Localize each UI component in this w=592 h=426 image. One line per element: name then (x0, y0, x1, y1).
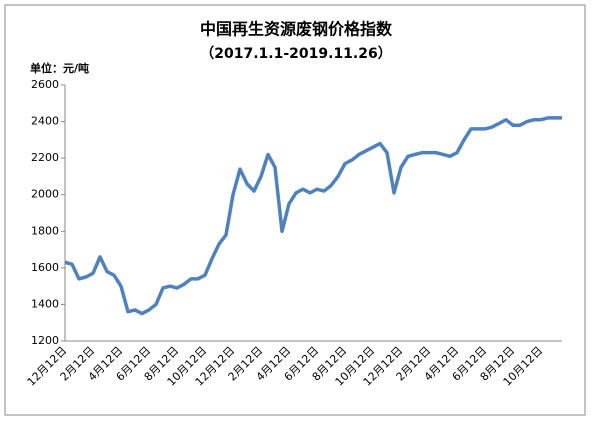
y-tick-label: 2200 (31, 151, 59, 164)
y-tick-label: 1400 (31, 297, 59, 310)
chart-subtitle: （2017.1.1-2019.11.26） (200, 46, 391, 62)
y-tick-label: 2600 (31, 78, 59, 91)
chart-border (4, 4, 586, 416)
chart-title: 中国再生资源废钢价格指数 (200, 20, 393, 39)
y-tick-label: 2400 (31, 115, 59, 128)
y-tick-label: 1600 (31, 261, 59, 274)
y-unit: 单位：元/吨 (30, 61, 89, 75)
data-line (64, 116, 562, 316)
y-tick-label: 1200 (31, 334, 59, 347)
y-tick-label: 1800 (31, 224, 59, 237)
y-tick-label: 2000 (31, 188, 59, 201)
